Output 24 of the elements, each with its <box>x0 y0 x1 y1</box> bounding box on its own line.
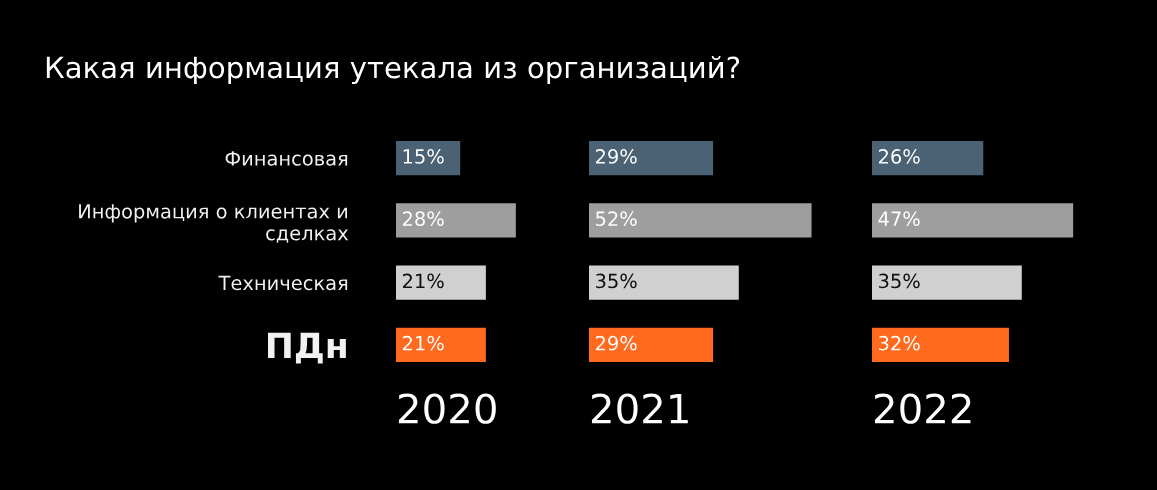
data-label: 32% <box>879 335 920 351</box>
y-tick-label: Финансовая <box>225 151 348 166</box>
y-tick-label: ПДн <box>267 332 346 364</box>
bar <box>872 141 984 176</box>
y-tick-label: Информация о клиентах и сделках <box>79 204 349 243</box>
bar <box>872 327 1009 362</box>
data-label: 29% <box>595 149 637 164</box>
x-axis-title: 2021 <box>591 393 688 424</box>
y-tick-label: Техническая <box>218 275 348 291</box>
data-label: 15% <box>403 149 444 164</box>
x-axis-title: 2020 <box>398 393 496 424</box>
x-axis-title: 2022 <box>874 393 971 424</box>
data-label: 35% <box>596 273 637 289</box>
data-label: 26% <box>878 149 920 164</box>
data-label: 29% <box>595 335 637 351</box>
data-label: 47% <box>878 211 920 227</box>
bar <box>872 265 1022 300</box>
data-label: 35% <box>879 273 920 289</box>
data-label: 28% <box>402 211 444 227</box>
data-label: 21% <box>402 335 444 351</box>
data-label: 21% <box>402 273 444 289</box>
data-label: 52% <box>596 211 637 227</box>
bar <box>872 203 1074 238</box>
chart-title: Какая информация утекала из организаций? <box>46 56 740 85</box>
